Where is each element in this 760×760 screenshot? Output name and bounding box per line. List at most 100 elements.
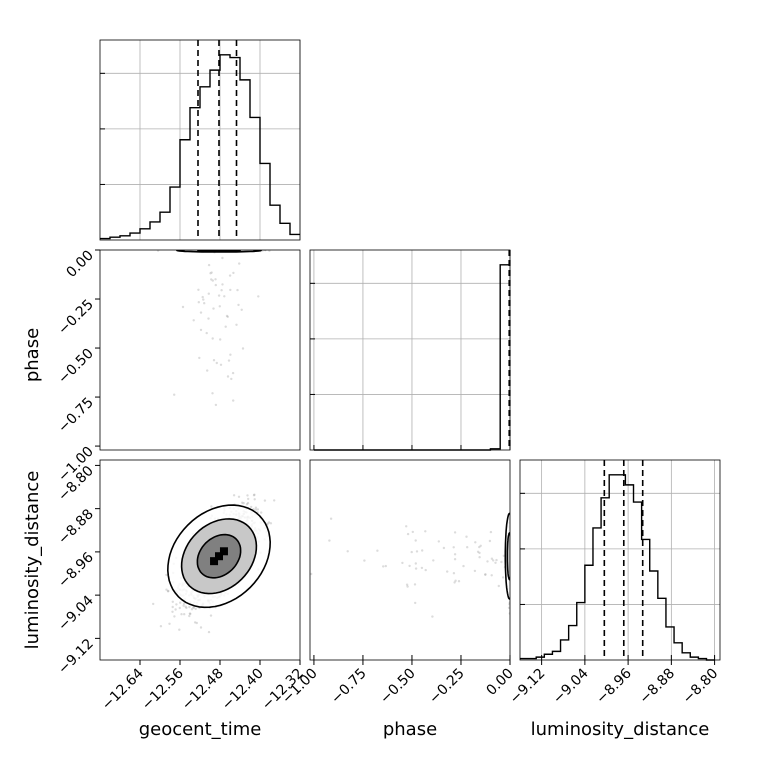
scatter-point: [253, 493, 256, 496]
histogram-bin: [230, 58, 240, 240]
panel-background: [100, 250, 300, 450]
scatter-point: [257, 295, 260, 298]
scatter-point: [207, 630, 211, 634]
histogram-bin: [260, 163, 270, 240]
scatter-point: [171, 610, 174, 613]
scatter-point: [431, 615, 434, 618]
scatter-point: [254, 508, 258, 511]
histogram-bin: [561, 640, 569, 660]
scatter-point: [486, 560, 489, 563]
scatter-point: [178, 606, 181, 610]
scatter-point: [184, 605, 187, 608]
scatter-point: [267, 521, 271, 524]
scatter-point: [489, 530, 493, 534]
scatter-point: [240, 308, 243, 311]
histogram-bin: [674, 643, 682, 660]
scatter-point: [490, 557, 494, 560]
scatter-point: [214, 278, 217, 281]
scatter-point: [492, 559, 495, 562]
scatter-point: [382, 565, 385, 568]
x-tick-label: −9.04: [550, 665, 592, 707]
density-peak-cell: [215, 552, 223, 561]
panel-border: [99, 459, 301, 661]
scatter-point: [384, 564, 387, 568]
histogram-bin: [569, 626, 577, 660]
scatter-point: [452, 546, 455, 549]
scatter-point: [214, 283, 217, 287]
scatter-point: [478, 551, 481, 555]
scatter-point: [432, 559, 435, 562]
scatter-point: [473, 569, 477, 573]
scatter-point: [508, 603, 510, 606]
scatter-point: [227, 359, 231, 362]
scatter-point: [221, 283, 224, 286]
scatter-point: [453, 553, 457, 556]
histogram-geocent-time-panel: [99, 39, 301, 241]
scatter-point: [466, 546, 469, 549]
x-axis-label-luminosity-distance: luminosity_distance: [531, 719, 710, 740]
histogram-bin: [120, 236, 130, 240]
scatter-point: [414, 562, 417, 565]
scatter-point: [242, 501, 245, 505]
histogram-bin: [160, 212, 170, 240]
scatter-point: [212, 359, 216, 362]
panel-border: [99, 249, 301, 451]
scatter-point: [231, 371, 235, 375]
x-tick-label: −0.25: [426, 666, 468, 708]
scatter-point: [452, 572, 456, 575]
scatter-point: [226, 375, 230, 378]
x-tick-label: −12.40: [219, 666, 267, 714]
scatter-point: [218, 305, 221, 308]
scatter-point: [232, 271, 235, 275]
scatter-point: [235, 323, 238, 326]
scatter-point: [209, 272, 212, 275]
scatter-luminosity-distance-vs-geocent-time-panel: [99, 459, 301, 661]
histogram-phase-panel: [309, 249, 511, 451]
contour-level: [506, 532, 510, 581]
scatter-point: [488, 539, 492, 543]
scatter-point: [207, 317, 210, 320]
scatter-point: [260, 511, 263, 514]
panel-background: [310, 250, 510, 450]
scatter-point: [502, 554, 505, 557]
scatter-point: [223, 295, 226, 298]
scatter-point: [410, 550, 413, 554]
scatter-point: [401, 561, 404, 565]
x-tick-label: −8.80: [680, 666, 722, 708]
scatter-point: [178, 628, 181, 631]
scatter-point: [156, 250, 160, 252]
panel-content: [310, 512, 510, 618]
x-tick-label: −12.48: [179, 666, 227, 714]
scatter-point: [201, 295, 204, 299]
histogram-bin: [140, 229, 150, 240]
scatter-point: [212, 307, 215, 310]
scatter-point: [228, 274, 232, 277]
scatter-point: [197, 288, 200, 291]
scatter-point: [250, 505, 253, 509]
scatter-point: [199, 311, 203, 314]
scatter-point: [199, 626, 203, 629]
y-tick-label: −0.25: [55, 297, 97, 339]
scatter-point: [500, 560, 503, 564]
y-axis-label-phase: phase: [22, 328, 43, 382]
density-peak-cell: [219, 547, 228, 556]
scatter-point: [167, 589, 170, 593]
y-tick-label: −9.12: [55, 636, 97, 678]
scatter-point: [181, 305, 185, 309]
scatter-point: [479, 544, 482, 547]
y-tick-label: 0.00: [63, 248, 96, 281]
histogram-bin: [250, 117, 260, 240]
scatter-point: [328, 539, 331, 542]
scatter-point: [245, 503, 249, 506]
scatter-point: [174, 608, 177, 611]
scatter-point: [198, 356, 201, 360]
x-tick-label: −8.88: [637, 666, 679, 708]
scatter-point: [254, 506, 258, 509]
scatter-point: [462, 564, 465, 568]
scatter-point: [188, 612, 192, 615]
histogram-bin: [577, 603, 585, 660]
scatter-point: [180, 613, 183, 616]
scatter-phase-vs-geocent-time-panel: [99, 249, 301, 451]
scatter-point: [465, 535, 468, 538]
